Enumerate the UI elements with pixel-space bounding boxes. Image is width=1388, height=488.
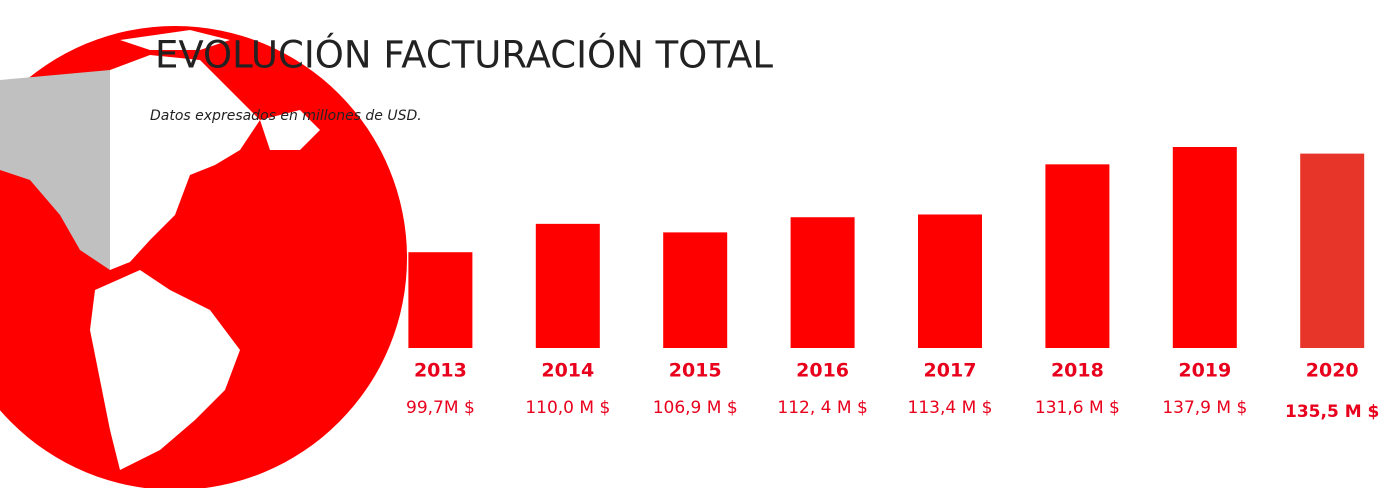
chart-title: EVOLUCIÓN FACTURACIÓN TOTAL: [155, 33, 773, 77]
year-label: 2018: [1051, 360, 1104, 382]
year-label: 2020: [1306, 360, 1359, 382]
bar: [1045, 164, 1110, 348]
value-label: 131,6 M $: [1035, 398, 1120, 418]
bar: [1172, 147, 1237, 348]
value-label: 113,4 M $: [908, 398, 993, 418]
year-label: 2016: [796, 360, 849, 382]
year-label: 2017: [924, 360, 977, 382]
value-label: 112, 4 M $: [777, 398, 867, 418]
bar: [1300, 153, 1365, 348]
year-label: 2015: [669, 360, 722, 382]
value-label: 106,9 M $: [653, 398, 738, 418]
globe: [0, 26, 407, 488]
value-label: 99,7M $: [406, 398, 475, 418]
year-label: 2014: [541, 360, 594, 382]
year-label: 2013: [414, 360, 467, 382]
bar: [663, 232, 728, 348]
value-label: 135,5 M $: [1285, 402, 1379, 422]
value-label: 110,0 M $: [525, 398, 610, 418]
chart-subtitle: Datos expresados en millones de USD.: [150, 108, 422, 124]
bar: [535, 223, 600, 348]
bar: [918, 214, 982, 348]
value-label: 137,9 M $: [1162, 398, 1247, 418]
year-label: 2019: [1178, 360, 1231, 382]
bar: [408, 252, 473, 348]
bar: [790, 217, 855, 348]
